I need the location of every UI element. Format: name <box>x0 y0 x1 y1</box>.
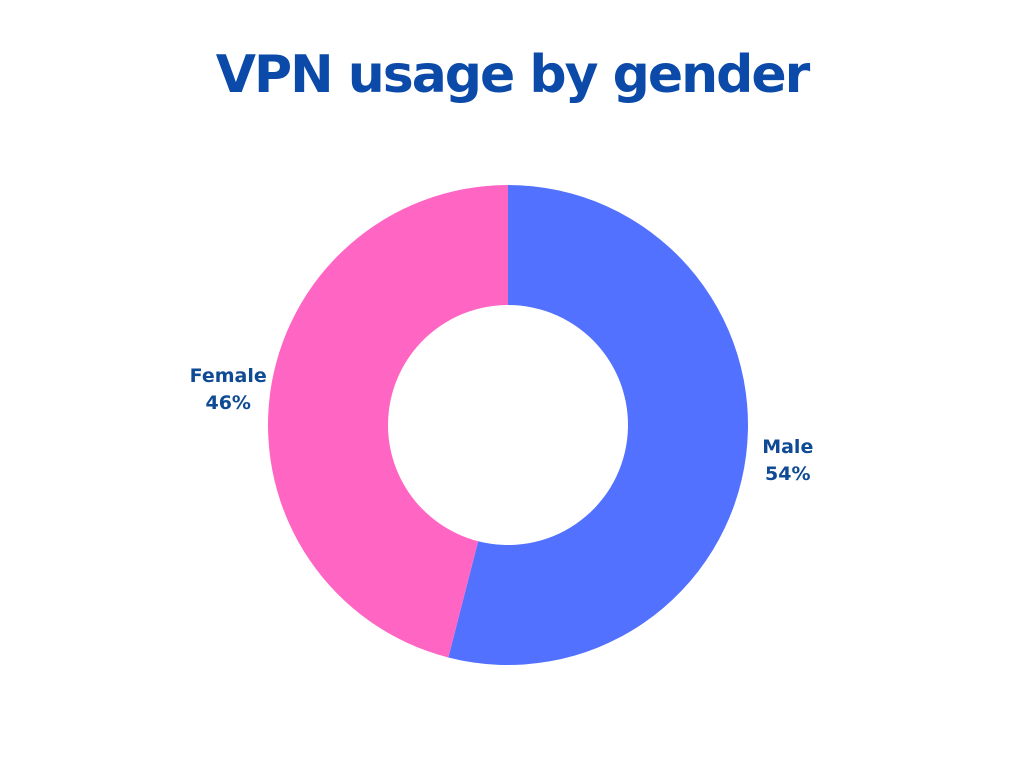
slice-label: Male <box>762 436 813 458</box>
donut-slice <box>448 185 748 665</box>
slice-value-label: 46% <box>205 392 250 414</box>
chart-title: VPN usage by gender <box>216 45 811 105</box>
donut-slice <box>267 185 508 658</box>
slice-label: Female <box>190 365 267 387</box>
slice-value-label: 54% <box>765 463 810 485</box>
